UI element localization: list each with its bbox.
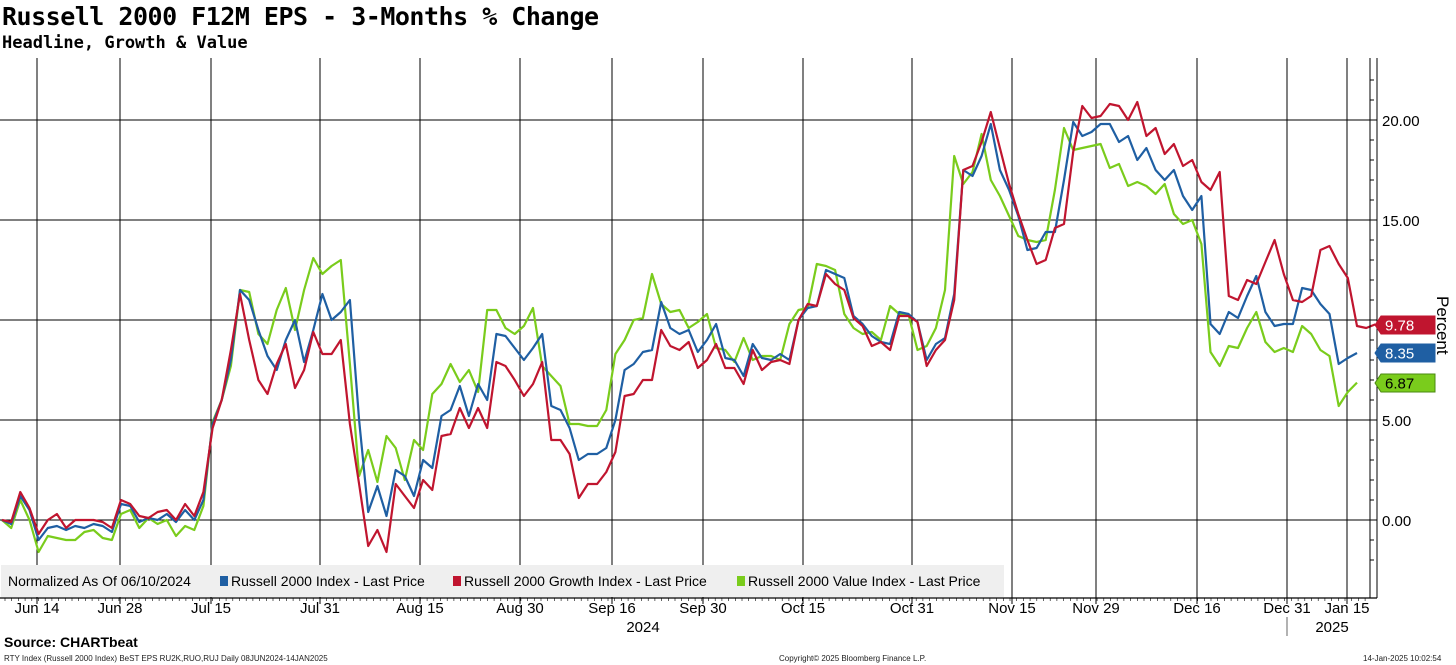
- source-note: Source: CHARTbeat: [4, 634, 138, 650]
- y-axis-title: Percent: [1433, 296, 1452, 355]
- copyright: Copyright© 2025 Bloomberg Finance L.P.: [779, 654, 927, 663]
- legend-swatch-headline: [220, 576, 228, 586]
- last-value-tag-growth: [1374, 315, 1436, 335]
- legend-prefix: Normalized As Of 06/10/2024: [8, 573, 191, 589]
- y-tick-label: 15.00: [1382, 213, 1420, 230]
- x-tick-label: Jun 28: [97, 600, 142, 617]
- y-tick-label: 0.00: [1382, 513, 1411, 530]
- year-label-2024: 2024: [626, 619, 659, 636]
- x-tick-label: Oct 15: [781, 600, 825, 617]
- chart-subtitle: Headline, Growth & Value: [2, 33, 248, 53]
- legend-label-growth: Russell 2000 Growth Index - Last Price: [464, 573, 707, 589]
- legend-label-value: Russell 2000 Value Index - Last Price: [748, 573, 981, 589]
- series-lines: [1, 100, 1376, 554]
- chart-title: Russell 2000 F12M EPS - 3-Months % Chang…: [2, 2, 599, 31]
- x-tick-label: Aug 15: [396, 600, 444, 617]
- legend-swatch-growth: [453, 576, 461, 586]
- series-line-growth: [1, 100, 1376, 554]
- year-label-2025: 2025: [1315, 619, 1348, 636]
- y-tick-label: 20.00: [1382, 113, 1420, 130]
- last-value-label-growth: 9.78: [1385, 318, 1414, 335]
- legend-swatch-value: [737, 576, 745, 586]
- last-value-label-headline: 8.35: [1385, 346, 1414, 363]
- x-tick-label: Sep 16: [588, 600, 636, 617]
- legend-label-headline: Russell 2000 Index - Last Price: [231, 573, 425, 589]
- x-tick-label: Jul 15: [191, 600, 231, 617]
- grid: [0, 58, 1370, 598]
- legend-box: [1, 565, 1004, 597]
- x-tick-label: Aug 30: [496, 600, 544, 617]
- x-tick-label: Dec 31: [1263, 600, 1311, 617]
- x-tick-label: Sep 30: [679, 600, 727, 617]
- last-value-tags: 8.35 9.78 6.87: [1374, 315, 1436, 393]
- x-tick-label: Nov 15: [988, 600, 1036, 617]
- last-value-tag-value: [1374, 373, 1436, 393]
- legend: Normalized As Of 06/10/2024 Russell 2000 …: [8, 573, 981, 589]
- x-tick-label: Oct 31: [890, 600, 934, 617]
- x-tick-label: Jan 15: [1324, 600, 1369, 617]
- y-tick-label: 5.00: [1382, 413, 1411, 430]
- last-value-label-value: 6.87: [1385, 376, 1414, 393]
- x-tick-label: Jul 31: [300, 600, 340, 617]
- x-tick-label: Jun 14: [14, 600, 59, 617]
- series-details: RTY Index (Russell 2000 Index) BeST EPS …: [4, 654, 328, 663]
- last-value-tag-headline: [1374, 343, 1436, 363]
- timestamp: 14-Jan-2025 10:02:54: [1363, 654, 1442, 663]
- series-line-headline: [1, 120, 1358, 542]
- x-tick-label: Dec 16: [1173, 600, 1221, 617]
- x-tick-label: Nov 29: [1072, 600, 1120, 617]
